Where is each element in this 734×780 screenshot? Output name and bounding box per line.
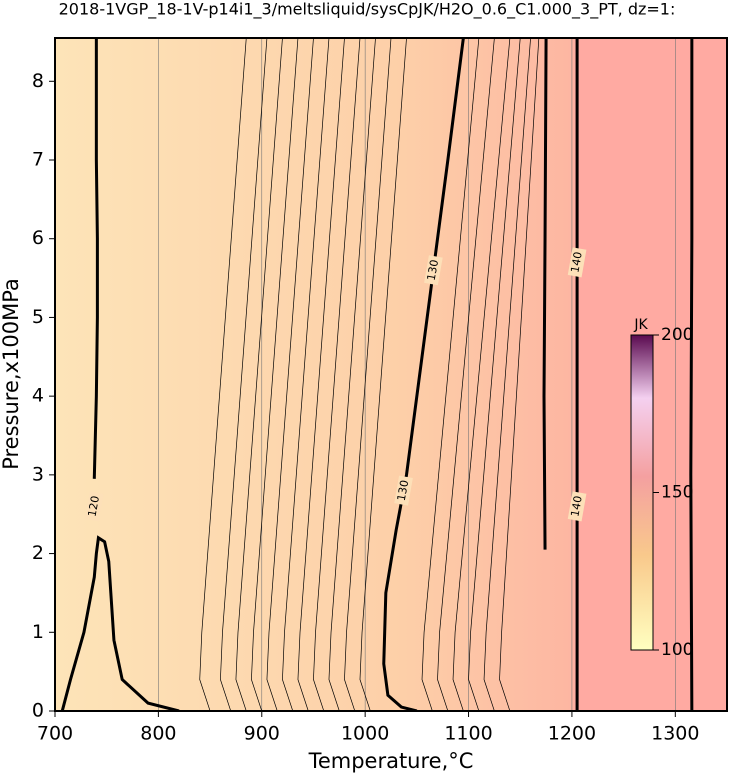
contour-line xyxy=(282,38,330,711)
contour-line xyxy=(328,38,376,711)
contour-bold xyxy=(689,38,694,711)
colorbar-tick-label: 150 xyxy=(661,483,693,503)
x-tick-label: 1300 xyxy=(651,723,699,745)
contour-bold xyxy=(60,535,180,711)
contour-bold xyxy=(542,38,548,550)
contour-label-text: 140 xyxy=(568,251,584,274)
contour-line xyxy=(483,38,531,711)
contour-line xyxy=(421,38,480,711)
contour-line xyxy=(452,38,511,711)
x-tick-label: 900 xyxy=(244,723,280,745)
y-tick-label: 1 xyxy=(32,621,44,643)
x-tick-label: 1000 xyxy=(341,723,389,745)
contour-label: 130 xyxy=(424,255,443,286)
contour-line xyxy=(359,38,407,711)
contour-line xyxy=(220,38,268,711)
contour-label: 130 xyxy=(394,475,413,506)
contour-bold xyxy=(92,38,99,479)
contour-label: 140 xyxy=(567,247,587,278)
y-tick-label: 4 xyxy=(32,385,44,407)
contour-line xyxy=(499,38,540,711)
contour-line xyxy=(437,38,495,711)
plot-frame xyxy=(54,37,728,712)
contour-label: 120 xyxy=(84,491,104,522)
y-tick-label: 2 xyxy=(32,542,44,564)
contour-label-text: 130 xyxy=(425,259,441,282)
contour-label-bg xyxy=(394,475,413,506)
contour-label-bg xyxy=(567,491,587,522)
y-tick-label: 6 xyxy=(32,227,44,249)
contour-line xyxy=(235,38,283,711)
x-tick-label: 700 xyxy=(37,723,73,745)
plot-background xyxy=(55,38,727,711)
x-axis-label: Temperature,°C xyxy=(308,749,474,773)
contour-label: 140 xyxy=(567,491,587,522)
x-tick-label: 800 xyxy=(140,723,176,745)
y-tick-label: 8 xyxy=(32,70,44,92)
colorbar xyxy=(630,334,654,651)
colorbar-tick-label: 200 xyxy=(661,325,693,345)
y-tick-label: 7 xyxy=(32,149,44,171)
contour-label-text: 140 xyxy=(568,495,584,518)
contour-label-text: 130 xyxy=(395,479,411,502)
contour-line xyxy=(344,38,392,711)
chart-title: 2018-1VGP_18-1V-p14i1_3/meltsliquid/sysC… xyxy=(59,0,676,20)
colorbar-label: JK xyxy=(633,317,648,333)
contour-bold xyxy=(382,38,465,711)
contour-label-bg xyxy=(424,255,443,286)
contours xyxy=(55,38,694,711)
contour-line xyxy=(266,38,314,711)
contour-label-bg xyxy=(567,247,587,278)
y-tick-label: 5 xyxy=(32,306,44,328)
contour-line xyxy=(468,38,521,711)
contour-label-text: 120 xyxy=(86,495,102,518)
y-tick-label: 0 xyxy=(32,700,44,722)
contour-line xyxy=(297,38,345,711)
y-axis-label: Pressure,x100MPa xyxy=(0,278,23,470)
colorbar-tick-label: 100 xyxy=(661,640,693,660)
contour-line xyxy=(199,38,247,711)
y-tick-label: 3 xyxy=(32,463,44,485)
contour-line xyxy=(313,38,361,711)
x-tick-label: 1200 xyxy=(548,723,596,745)
contour-line xyxy=(251,38,299,711)
x-tick-label: 1100 xyxy=(444,723,492,745)
contour-label-bg xyxy=(84,491,104,522)
